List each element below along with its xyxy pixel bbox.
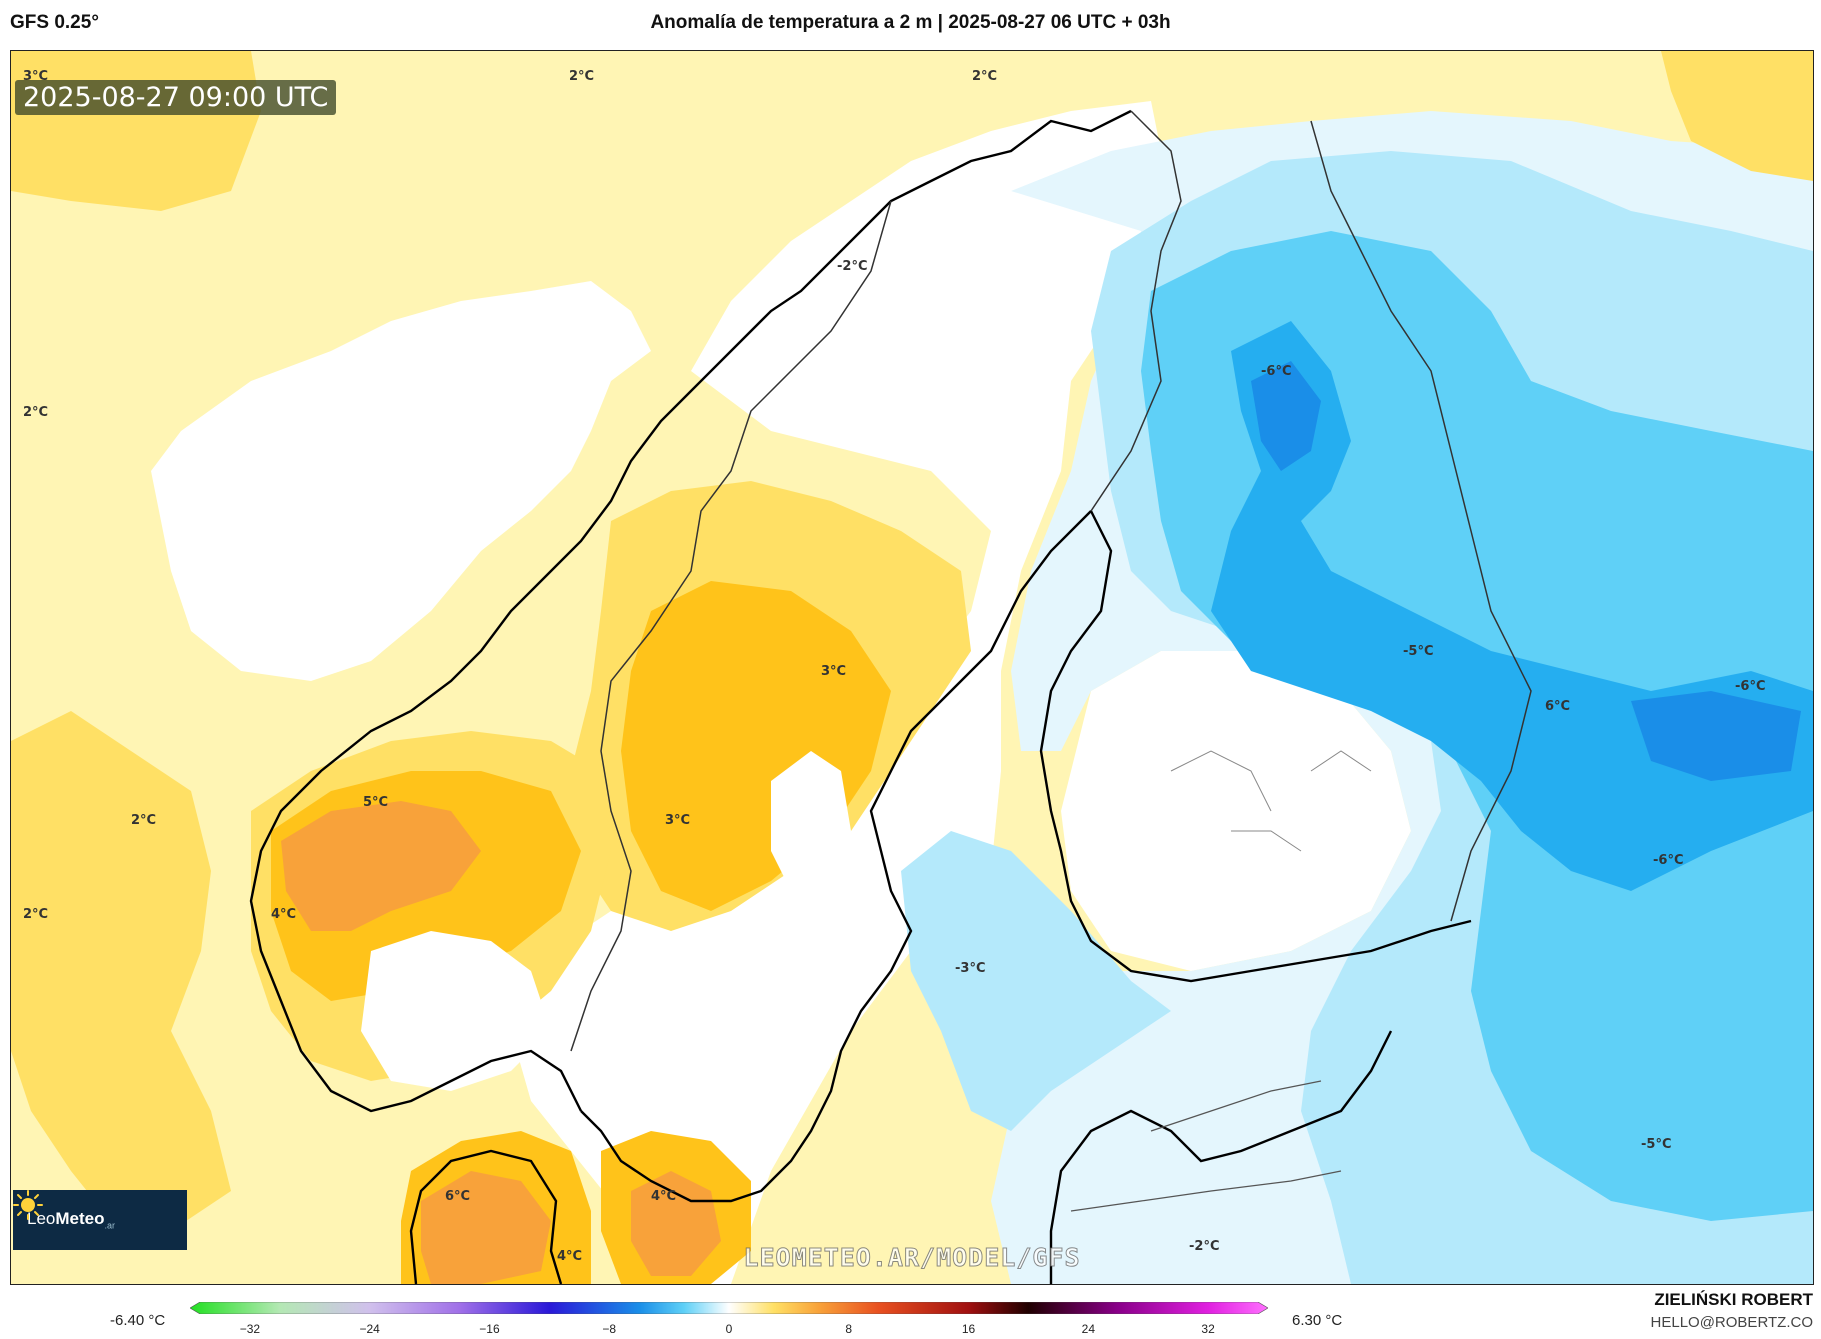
colorbar-tick-label: 8 [845,1322,853,1336]
colorbar-tick-label: 0 [725,1322,733,1336]
colorbar [190,1302,1268,1314]
isotherm-label: -6°C [1653,853,1684,868]
isotherm-label: 3°C [821,664,847,679]
coastline-sweden-east [580,510,1092,1203]
warm-orange-area-skane [631,1171,721,1276]
map-canvas [11,51,1813,1284]
isotherm-label: 4°C [271,907,297,922]
neutral-anomaly-area-finland [1061,651,1411,971]
neutral-pocket-norway [361,931,551,1091]
isotherm-label: 3°C [665,813,691,828]
coastline-denmark [409,1149,563,1284]
chart-title: Anomalía de temperatura a 2 m | 2025-08-… [650,12,1171,33]
warm-mid-area-atlantic [11,51,261,1231]
leometeo-logo[interactable]: LeoMeteo.ar [13,1190,187,1250]
colorbar-tick-label: 32 [1201,1322,1215,1336]
isotherm-label: 4°C [651,1189,677,1204]
border-latvia-lithuania [1070,1170,1342,1212]
isotherm-label: 2°C [972,69,998,84]
logo-text: LeoMeteo.ar [27,1209,116,1231]
warm-mid-area-northeast [1661,51,1813,181]
coastline-finland [1039,510,1472,983]
legend-max-value: 6.30 °C [1292,1312,1343,1329]
neutral-anomaly-area-sea [151,281,651,681]
isotherm-label: 4°C [557,1249,583,1264]
model-name: GFS 0.25° [10,12,99,33]
isotherm-label: -6°C [1261,364,1292,379]
cold-baltic-area [901,831,1171,1131]
lakes-finland [1170,750,1372,852]
isotherm-label: 6°C [1545,699,1571,714]
author-email[interactable]: HELLO@ROBERTZ.CO [1650,1314,1813,1331]
border-sweden-finland [1090,110,1182,512]
warm-orange-area-denmark [421,1171,551,1284]
cold-deep-area [1251,361,1801,781]
watermark-url: LEOMETEO.AR/MODEL/GFS [743,1243,1081,1273]
isotherm-label: -3°C [955,961,986,976]
colorbar-tick-label: −24 [359,1322,380,1336]
colorbar-scale [190,1302,1268,1314]
author-name: ZIELIŃSKI ROBERT [1654,1290,1813,1309]
colorbar-tick-label: −8 [602,1322,617,1336]
isotherm-label: -5°C [1403,644,1434,659]
isotherm-label: 2°C [131,813,157,828]
isotherm-label: 5°C [363,795,389,810]
colorbar-tick-label: −32 [239,1322,261,1336]
coastline-norway [249,109,1132,1113]
isotherm-label: 2°C [23,405,49,420]
neutral-anomaly-area-north [511,101,1171,1284]
temperature-anomaly-map[interactable]: 2025-08-27 09:00 UTC 3°C 2°C 2°C 2°C 2°C… [10,50,1814,1285]
colorbar-tick-label: −16 [479,1322,500,1336]
border-finland-russia [1310,120,1532,922]
isotherm-label: -5°C [1641,1137,1672,1152]
colorbar-tick-label: 24 [1081,1322,1096,1336]
warm-orange-area-norway [281,801,481,931]
isotherm-label: 3°C [23,69,49,84]
border-estonia-latvia [1150,1080,1322,1132]
isotherm-label: -6°C [1735,679,1766,694]
isotherm-label: -2°C [1189,1239,1220,1254]
isotherm-label: 6°C [445,1189,471,1204]
neutral-pocket-sweden [771,751,851,891]
isotherm-label: 2°C [569,69,595,84]
border-norway-sweden [570,200,892,1052]
colorbar-tick-label: 16 [961,1322,976,1336]
coastline-baltic-states [1049,1030,1393,1284]
legend-min-value: -6.40 °C [110,1312,166,1329]
isotherm-label: 2°C [23,907,49,922]
valid-time-badge: 2025-08-27 09:00 UTC [15,80,337,115]
isotherm-label: -2°C [837,259,868,274]
sun-icon [13,1190,43,1220]
